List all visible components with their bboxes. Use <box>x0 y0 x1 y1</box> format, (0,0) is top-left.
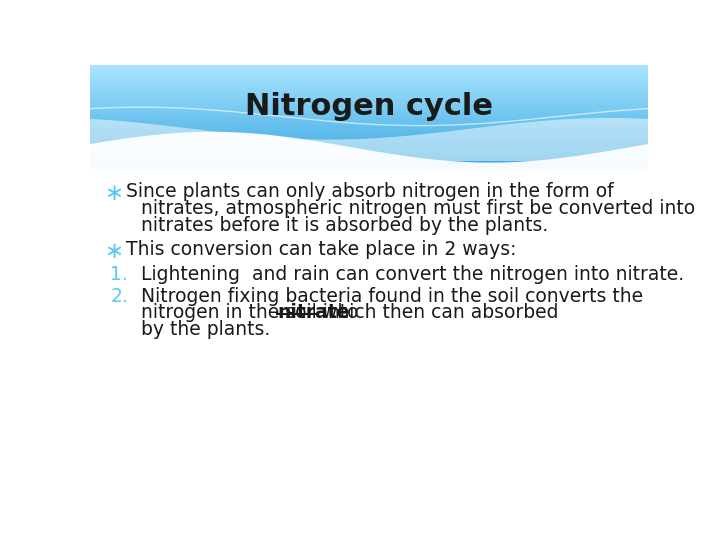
Bar <box>90 64 648 68</box>
Bar <box>90 126 648 130</box>
Polygon shape <box>90 132 648 173</box>
Bar <box>90 163 648 166</box>
Text: Lightening  and rain can convert the nitrogen into nitrate.: Lightening and rain can convert the nitr… <box>141 265 684 284</box>
Bar <box>90 119 648 122</box>
Bar <box>90 155 648 158</box>
Text: ∗: ∗ <box>104 240 123 264</box>
Bar <box>90 95 648 99</box>
Bar <box>90 69 648 72</box>
Bar <box>90 98 648 101</box>
Bar <box>90 160 648 164</box>
Text: 1.: 1. <box>110 265 128 284</box>
Text: Nitrogen cycle: Nitrogen cycle <box>245 92 493 121</box>
Bar <box>90 75 648 78</box>
Bar <box>90 134 648 138</box>
Bar <box>90 139 648 143</box>
Bar <box>90 124 648 127</box>
Bar <box>90 85 648 88</box>
Bar <box>90 87 648 91</box>
Bar <box>90 150 648 153</box>
Bar <box>90 66 648 70</box>
Bar <box>90 147 648 151</box>
Bar <box>90 113 648 117</box>
Text: by the plants.: by the plants. <box>141 320 271 340</box>
Text: 2.: 2. <box>110 287 128 306</box>
Bar <box>90 106 648 109</box>
Bar <box>90 116 648 119</box>
Text: This conversion can take place in 2 ways:: This conversion can take place in 2 ways… <box>126 240 516 259</box>
Bar <box>90 158 648 161</box>
Bar <box>90 77 648 80</box>
Bar <box>90 79 648 83</box>
Bar <box>90 103 648 106</box>
Text: nitrates, atmospheric nitrogen must first be converted into: nitrates, atmospheric nitrogen must firs… <box>141 199 696 218</box>
Bar <box>90 121 648 125</box>
Bar <box>90 142 648 145</box>
Bar <box>90 82 648 85</box>
Bar <box>90 90 648 93</box>
Text: which then can absorbed: which then can absorbed <box>315 303 558 322</box>
Bar <box>90 145 648 148</box>
Bar <box>90 165 648 168</box>
Text: nitrogen in the soil into: nitrogen in the soil into <box>141 303 364 322</box>
Polygon shape <box>90 118 648 161</box>
Bar <box>90 111 648 114</box>
Bar <box>90 129 648 132</box>
Text: Since plants can only absorb nitrogen in the form of: Since plants can only absorb nitrogen in… <box>126 182 613 201</box>
Bar <box>90 132 648 135</box>
Text: ∗: ∗ <box>104 182 123 205</box>
Text: Nitrogen fixing bacteria found in the soil converts the: Nitrogen fixing bacteria found in the so… <box>141 287 643 306</box>
Text: nitrate: nitrate <box>277 303 349 322</box>
Text: nitrates before it is absorbed by the plants.: nitrates before it is absorbed by the pl… <box>141 215 549 235</box>
Bar <box>90 137 648 140</box>
Bar <box>90 108 648 112</box>
Bar <box>90 100 648 104</box>
Bar <box>90 72 648 75</box>
Bar <box>90 93 648 96</box>
Bar <box>90 152 648 156</box>
